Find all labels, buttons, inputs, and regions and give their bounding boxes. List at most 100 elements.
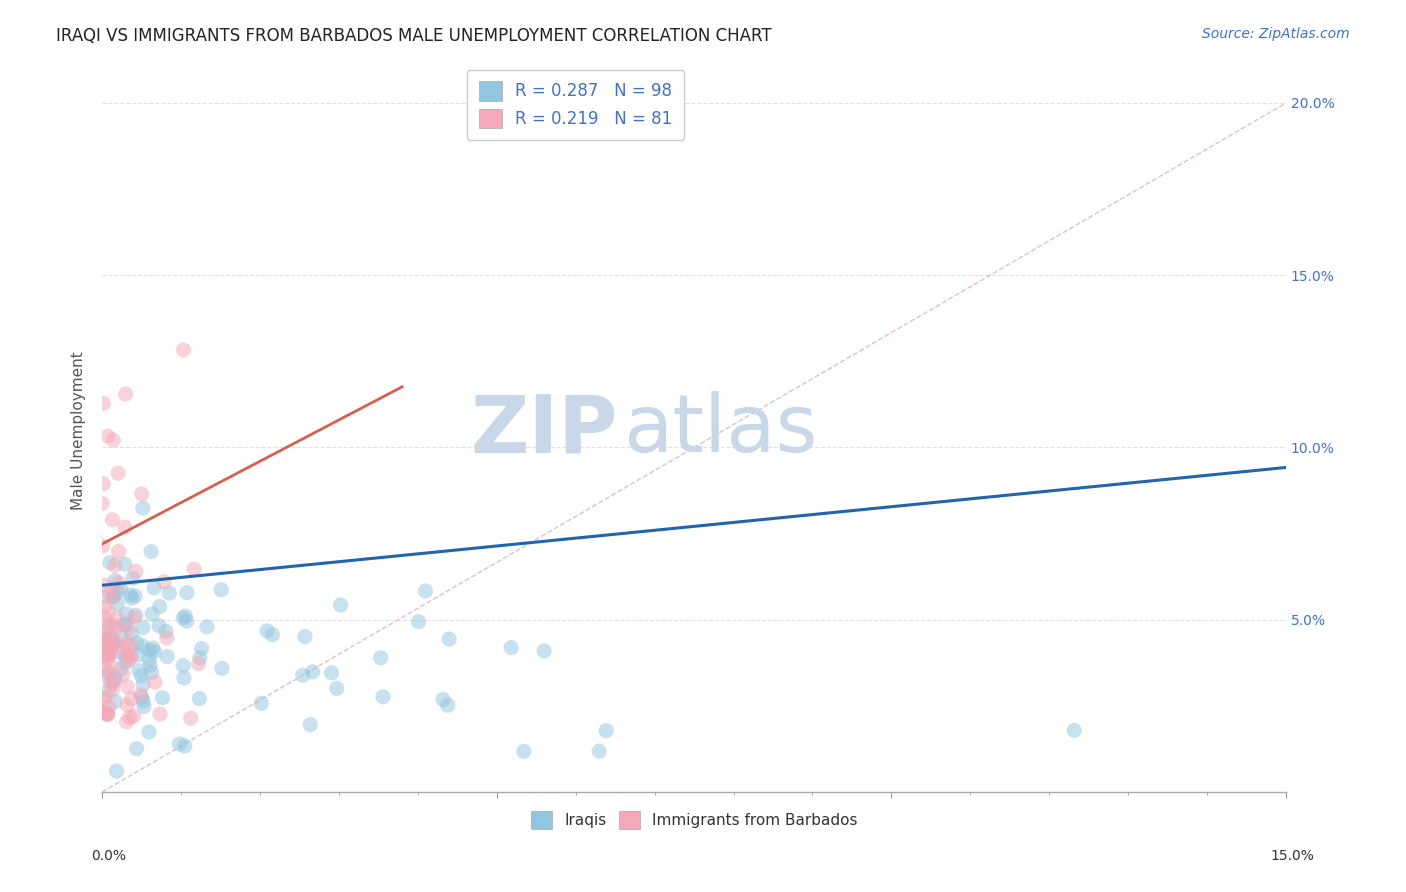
Point	[98, 585, 121, 599]
Point	[190, 641, 212, 656]
Point	[118, 639, 141, 653]
Point	[91, 691, 114, 706]
Point	[141, 665, 163, 680]
Point	[156, 649, 179, 664]
Point	[91, 626, 114, 640]
Point	[149, 599, 172, 614]
Point	[110, 582, 132, 596]
Point	[101, 513, 124, 527]
Point	[115, 714, 138, 729]
Text: 15.0%: 15.0%	[1271, 849, 1315, 863]
Point	[97, 617, 120, 632]
Text: Source: ZipAtlas.com: Source: ZipAtlas.com	[1202, 27, 1350, 41]
Point	[94, 632, 117, 647]
Point	[301, 665, 323, 679]
Point	[173, 671, 195, 685]
Point	[104, 672, 127, 686]
Point	[371, 690, 394, 704]
Point	[209, 582, 232, 597]
Point	[121, 691, 143, 706]
Point	[118, 621, 141, 635]
Point	[104, 574, 127, 588]
Point	[169, 737, 191, 751]
Point	[94, 642, 117, 657]
Point	[115, 648, 138, 662]
Point	[114, 617, 136, 632]
Point	[142, 641, 165, 656]
Point	[299, 717, 322, 731]
Point	[97, 683, 120, 698]
Point	[125, 608, 148, 623]
Point	[127, 648, 149, 662]
Point	[188, 650, 211, 665]
Point	[129, 688, 152, 702]
Point	[120, 588, 142, 602]
Point	[125, 741, 148, 756]
Point	[104, 636, 127, 650]
Point	[98, 620, 121, 634]
Point	[132, 677, 155, 691]
Point	[98, 644, 121, 658]
Point	[105, 585, 128, 599]
Point	[148, 619, 170, 633]
Point	[173, 343, 195, 357]
Point	[143, 581, 166, 595]
Point	[114, 558, 136, 572]
Point	[187, 657, 209, 671]
Point	[176, 614, 198, 628]
Point	[118, 710, 141, 724]
Point	[588, 744, 610, 758]
Point	[250, 696, 273, 710]
Point	[156, 631, 179, 645]
Point	[115, 698, 138, 713]
Point	[131, 690, 153, 704]
Point	[370, 650, 392, 665]
Point	[173, 739, 195, 753]
Point	[188, 691, 211, 706]
Point	[110, 631, 132, 645]
Point	[157, 586, 180, 600]
Point	[91, 636, 114, 650]
Point	[91, 539, 114, 553]
Point	[125, 565, 148, 579]
Point	[155, 624, 177, 639]
Point	[101, 591, 124, 605]
Point	[125, 636, 148, 650]
Point	[131, 487, 153, 501]
Point	[172, 611, 194, 625]
Point	[97, 706, 120, 721]
Point	[114, 520, 136, 534]
Point	[513, 744, 536, 758]
Text: 0.0%: 0.0%	[91, 849, 127, 863]
Point	[415, 584, 437, 599]
Point	[97, 646, 120, 660]
Point	[114, 387, 136, 401]
Point	[112, 641, 135, 656]
Point	[120, 650, 142, 665]
Point	[97, 665, 120, 679]
Point	[91, 636, 114, 650]
Point	[1063, 723, 1085, 738]
Point	[195, 620, 218, 634]
Text: atlas: atlas	[623, 392, 817, 469]
Point	[104, 695, 127, 709]
Point	[121, 627, 143, 641]
Point	[93, 600, 115, 615]
Point	[139, 658, 162, 673]
Point	[183, 562, 205, 576]
Point	[103, 673, 125, 688]
Point	[256, 624, 278, 638]
Point	[111, 667, 134, 681]
Point	[141, 607, 163, 621]
Point	[180, 711, 202, 725]
Point	[143, 675, 166, 690]
Point	[329, 598, 352, 612]
Point	[103, 635, 125, 649]
Point	[122, 709, 145, 723]
Point	[98, 556, 121, 570]
Point	[124, 589, 146, 603]
Point	[124, 610, 146, 624]
Point	[105, 621, 128, 635]
Point	[91, 476, 114, 491]
Point	[112, 617, 135, 632]
